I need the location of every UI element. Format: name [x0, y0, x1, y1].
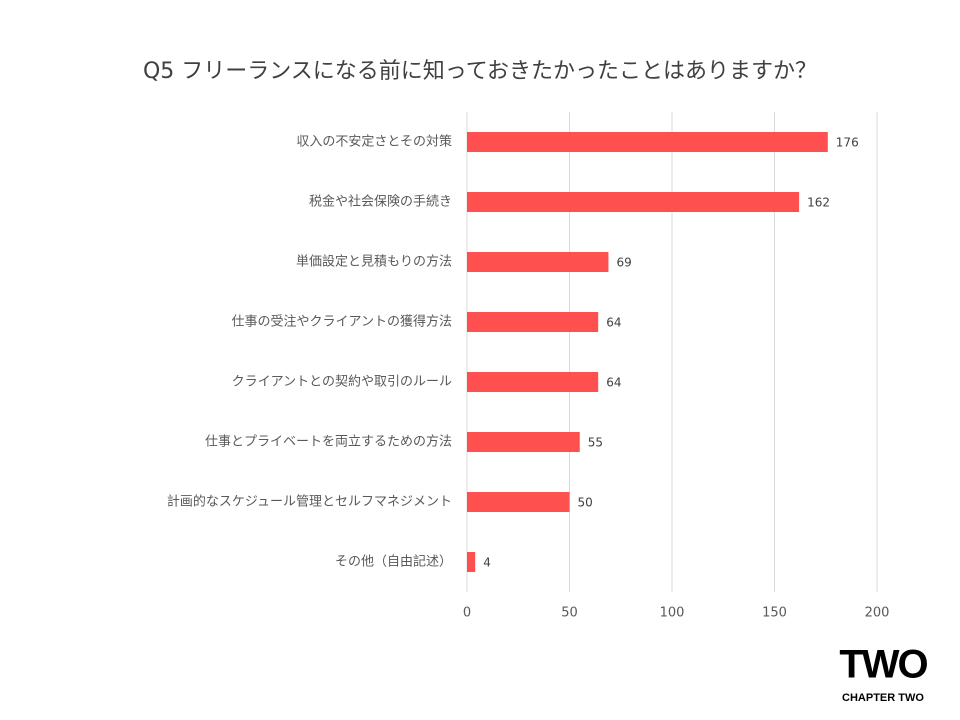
value-label: 4 — [483, 556, 491, 570]
y-tick-label: 仕事とプライベートを両立するための方法 — [205, 434, 452, 450]
y-tick-label: 計画的なスケジュール管理とセルフマネジメント — [167, 494, 452, 510]
y-tick-label: 収入の不安定さとその対策 — [296, 134, 452, 150]
y-tick-label: その他（自由記述） — [335, 554, 452, 570]
value-label: 162 — [807, 196, 830, 210]
y-tick-label: 税金や社会保険の手続き — [309, 194, 452, 210]
x-tick-label: 50 — [561, 606, 578, 621]
value-label: 69 — [616, 256, 631, 270]
value-label: 50 — [578, 496, 593, 510]
value-label: 176 — [836, 136, 859, 150]
bar — [467, 492, 570, 512]
bar — [467, 252, 609, 272]
bar — [467, 192, 800, 212]
y-tick-label: 仕事の受注やクライアントの獲得方法 — [232, 314, 452, 330]
x-tick-label: 100 — [660, 606, 685, 621]
logo-name: CHAPTER TWO — [842, 692, 924, 704]
x-tick-label: 200 — [865, 606, 890, 621]
value-label: 55 — [588, 436, 603, 450]
bar — [467, 432, 580, 452]
value-label: 64 — [606, 376, 621, 390]
bar — [467, 312, 599, 332]
bar — [467, 372, 599, 392]
chart-title: Q5 フリーランスになる前に知っておきたかったことはありますか？ — [143, 59, 817, 84]
value-label: 64 — [606, 316, 621, 330]
bar — [467, 552, 476, 572]
logo-mark: TWO — [839, 643, 927, 687]
y-tick-label: 単価設定と見積もりの方法 — [296, 254, 452, 270]
bar — [467, 132, 828, 152]
y-tick-label: クライアントとの契約や取引のルール — [232, 375, 452, 390]
x-tick-label: 150 — [762, 606, 787, 621]
x-tick-label: 0 — [463, 606, 471, 621]
